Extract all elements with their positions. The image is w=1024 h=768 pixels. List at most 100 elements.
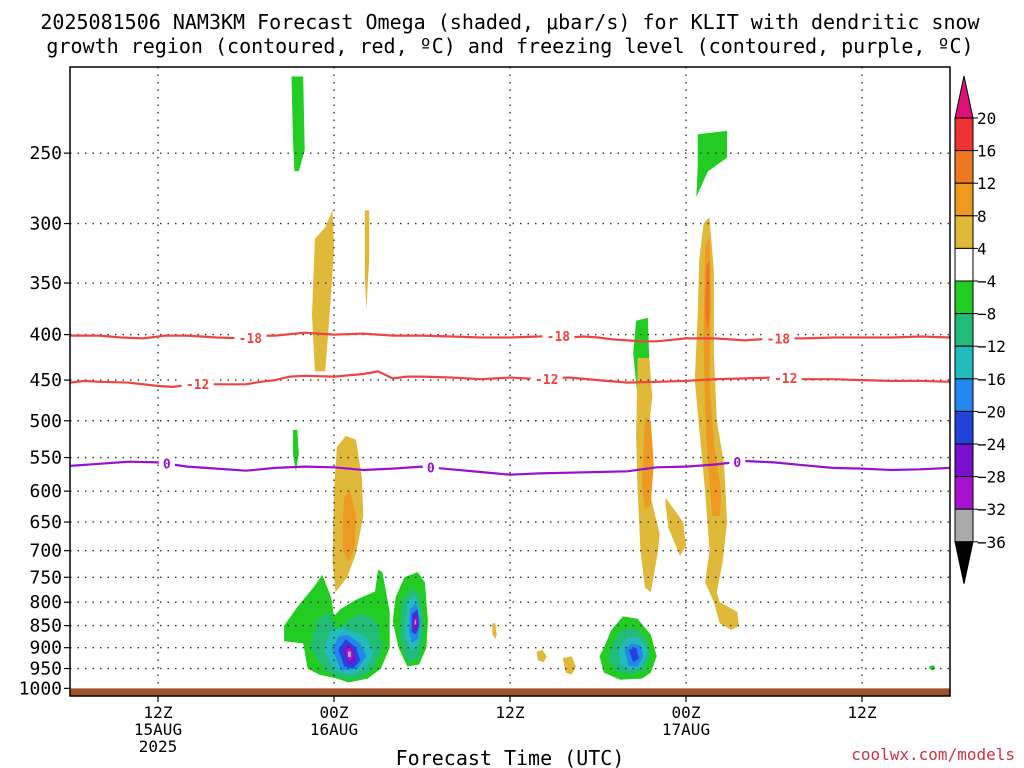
omega-region--6-1 <box>696 130 728 197</box>
plot-frame <box>69 66 951 697</box>
omega-region-6-30 <box>536 649 547 663</box>
xtick-label-0-0: 12Z <box>144 703 173 722</box>
colorbar-bin-12-to-16 <box>954 150 974 184</box>
omega-region--34-25 <box>414 620 417 625</box>
omega-region-6-27 <box>364 210 370 310</box>
xtick-label-1-1: 16AUG <box>310 720 358 739</box>
xtick-label-0-1: 15AUG <box>134 720 182 739</box>
contour-label-bg-0-2 <box>762 330 795 346</box>
omega-region-6-34 <box>694 217 739 631</box>
colorbar-bin--4-to-4 <box>954 247 974 282</box>
contour-label-2-1: 0 <box>427 461 435 476</box>
xtick-label-1-0: 00Z <box>320 703 349 722</box>
contour-label-1-0: -12 <box>186 378 209 393</box>
colorbar-bin--32-to--28 <box>954 476 974 510</box>
ytick-label-750: 750 <box>29 567 62 588</box>
credit-text: coolwx.com/models <box>851 745 1015 764</box>
contour-label-2-0: 0 <box>163 458 171 473</box>
contour--18 <box>70 331 950 343</box>
colorbar-label-8: −16 <box>977 370 1006 389</box>
xtick-label-4-0: 12Z <box>848 703 877 722</box>
ground-fill <box>70 688 950 696</box>
ytick-label-300: 300 <box>29 214 62 235</box>
ytick-label-350: 350 <box>29 273 62 294</box>
xtick-label-0-2: 2025 <box>139 737 178 756</box>
ytick-label-650: 650 <box>29 512 62 533</box>
contour-label-2-2: 0 <box>733 456 741 471</box>
ytick-label-850: 850 <box>29 616 62 637</box>
contour-label-bg-2-2 <box>729 453 746 469</box>
colorbar-label-9: −20 <box>977 402 1006 421</box>
omega-region-10-35 <box>342 491 356 562</box>
ytick-label-600: 600 <box>29 481 62 502</box>
grid-lines <box>70 67 950 689</box>
contour-label-bg-2-1 <box>422 459 439 475</box>
omega-region--6-3 <box>292 429 299 472</box>
omega-region-14-38 <box>705 260 710 330</box>
colorbar-bin--8-to--4 <box>954 280 974 315</box>
omega-region-10-36 <box>642 416 654 510</box>
colorbar-bin--36-to--32 <box>954 508 974 543</box>
xtick-label-3-1: 17AUG <box>662 720 710 739</box>
contour-label-bg-2-0 <box>158 455 175 471</box>
contour-label-bg-1-2 <box>769 370 802 386</box>
colorbar-bin--12-to--8 <box>954 313 974 347</box>
contour-label-bg-0-0 <box>234 329 267 345</box>
ytick-label-400: 400 <box>29 325 62 346</box>
colorbar-bin--16-to--12 <box>954 345 974 380</box>
colorbar-label-2: 12 <box>977 174 996 193</box>
y-axis-ticks: 2503003504004505005506006507007508008509… <box>19 143 70 699</box>
ytick-label-1000: 1000 <box>19 678 62 699</box>
xtick-label-3-0: 00Z <box>672 703 701 722</box>
ytick-label-550: 550 <box>29 448 62 469</box>
colorbar: 20 16 12 8 4 −4 −8 −12 −16 −20 −24 −28 −32 −36 <box>954 75 1006 584</box>
contour-label-1-1: -12 <box>535 373 558 388</box>
omega-region-6-33 <box>665 497 686 557</box>
colorbar-label-13: −36 <box>977 533 1006 552</box>
colorbar-label-10: −24 <box>977 435 1006 454</box>
omega-shading <box>284 76 936 683</box>
colorbar-label-3: 8 <box>977 207 987 226</box>
contour-label-bg-1-0 <box>181 376 214 392</box>
colorbar-label-11: −28 <box>977 468 1006 487</box>
colorbar-bin--28-to--24 <box>954 443 974 478</box>
ytick-label-500: 500 <box>29 411 62 432</box>
ytick-label-950: 950 <box>29 659 62 680</box>
colorbar-label-4: 4 <box>977 239 987 258</box>
colorbar-bin--24-to--20 <box>954 410 974 445</box>
colorbar-label-0: 20 <box>977 109 996 128</box>
omega-region--6-0 <box>291 76 305 172</box>
contour-label-bg-0-1 <box>542 328 575 344</box>
xtick-label-2-0: 12Z <box>496 703 525 722</box>
omega-region-6-26 <box>312 210 334 372</box>
omega-region--6-7 <box>929 665 936 671</box>
ground-layer <box>70 688 950 696</box>
x-axis-label: Forecast Time (UTC) <box>396 746 625 768</box>
colorbar-label-1: 16 <box>977 142 996 161</box>
colorbar-bin-4-to-8 <box>954 215 974 249</box>
contour-0 <box>70 459 950 476</box>
contour-label-0-1: -18 <box>547 330 571 345</box>
colorbar-label-7: −12 <box>977 337 1006 356</box>
ytick-label-800: 800 <box>29 592 62 613</box>
colorbar-label-12: −32 <box>977 500 1006 519</box>
ytick-label-900: 900 <box>29 638 62 659</box>
omega-region--22-19 <box>628 647 640 663</box>
colorbar-top-arrow <box>954 75 974 119</box>
chart-title-line-2: growth region (contoured, red, ºC) and f… <box>46 34 973 58</box>
contour-label-0-0: -18 <box>239 332 263 347</box>
temperature-contours: -18 -18 -18 -12 -12 -12 0 0 0 <box>70 328 950 476</box>
omega-region-6-29 <box>492 623 497 639</box>
colorbar-bin--20-to--16 <box>954 378 974 412</box>
ytick-label-250: 250 <box>29 143 62 164</box>
colorbar-bin-16-to-20 <box>954 117 974 152</box>
contour-label-1-2: -12 <box>774 372 797 387</box>
omega-region--34-24 <box>347 651 351 657</box>
omega-region-6-31 <box>562 656 576 675</box>
chart-title-line-1: 2025081506 NAM3KM Forecast Omega (shaded… <box>40 10 980 34</box>
ytick-label-450: 450 <box>29 370 62 391</box>
colorbar-bin-8-to-12 <box>954 182 974 217</box>
colorbar-label-5: −4 <box>977 272 996 291</box>
